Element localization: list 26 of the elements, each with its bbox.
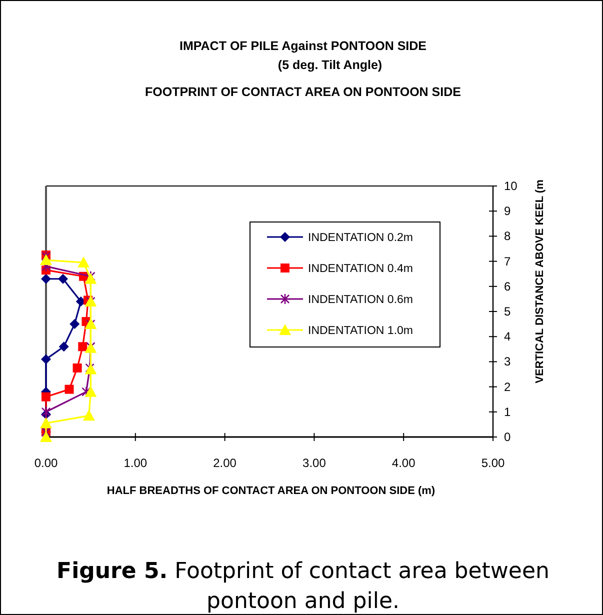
y-tick-label: 0 bbox=[504, 430, 511, 444]
x-tick-label: 2.00 bbox=[213, 456, 237, 470]
y-tick-label: 2 bbox=[504, 380, 511, 394]
x-tick-label: 4.00 bbox=[392, 456, 416, 470]
y-tick-label: 4 bbox=[504, 330, 511, 344]
y-axis-title: VERTICAL DISTANCE ABOVE KEEL (m bbox=[534, 179, 546, 384]
y-tick-label: 5 bbox=[504, 304, 511, 318]
x-tick-label: 5.00 bbox=[481, 456, 505, 470]
y-tick-label: 6 bbox=[504, 279, 511, 294]
chart-subtitle: FOOTPRINT OF CONTACT AREA ON PONTOON SIDE bbox=[145, 85, 461, 99]
y-tick-label: 7 bbox=[504, 254, 511, 268]
legend-label: INDENTATION 0.2m bbox=[308, 232, 413, 244]
y-tick-label: 9 bbox=[504, 204, 511, 218]
caption: Figure 5. Footprint of contact area between pontoon and pile. bbox=[56, 559, 550, 614]
x-tick-label: 0.00 bbox=[34, 456, 58, 470]
chart-title: IMPACT OF PILE Against PONTOON SIDE (5 deg. Tilt Angle) bbox=[179, 39, 427, 72]
legend-label: INDENTATION 0.6m bbox=[308, 294, 413, 306]
legend-label: INDENTATION 0.4m bbox=[308, 263, 413, 275]
y-tick-label: 10 bbox=[504, 179, 518, 193]
x-tick-label: 3.00 bbox=[302, 456, 326, 470]
x-tick-label: 1.00 bbox=[124, 456, 148, 470]
x-axis-title: HALF BREADTHS OF CONTACT AREA ON PONTOON SIDE (m) bbox=[106, 485, 436, 497]
y-tick-label: 1 bbox=[504, 404, 511, 419]
legend-label: INDENTATION 1.0m bbox=[308, 325, 413, 337]
y-tick-label: 3 bbox=[504, 354, 511, 369]
y-tick-label: 8 bbox=[504, 229, 511, 244]
